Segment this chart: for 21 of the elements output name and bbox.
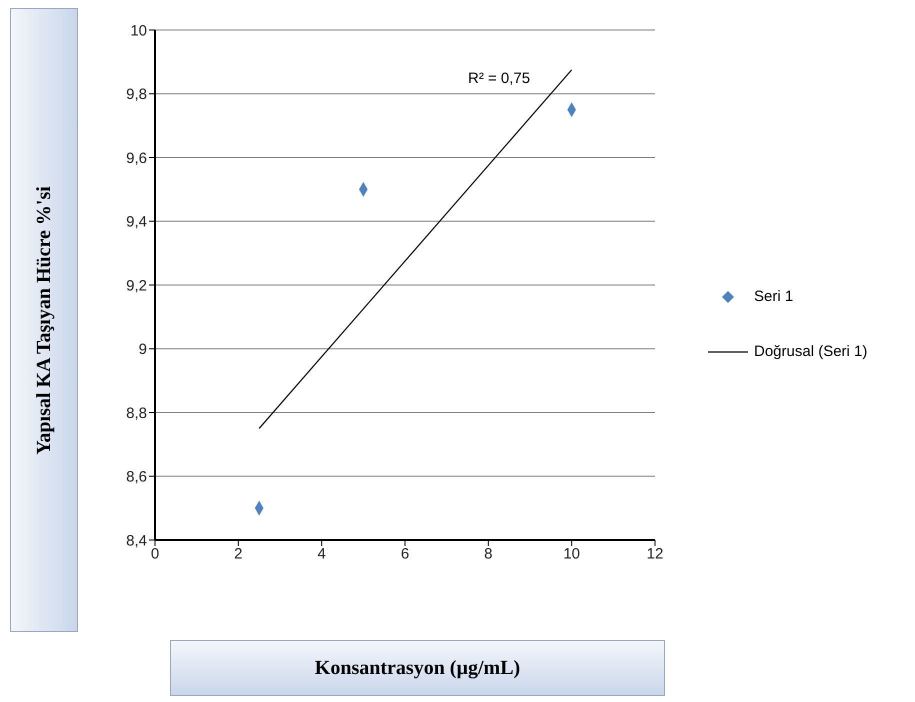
- x-tick-label: 6: [400, 546, 410, 563]
- x-tick-label: 2: [234, 546, 243, 563]
- y-tick-label: 8,6: [126, 468, 147, 486]
- y-tick-label: 9,4: [126, 214, 147, 231]
- legend-label: Doğrusal (Seri 1): [754, 343, 868, 360]
- x-tick-label: 10: [563, 546, 580, 563]
- y-tick-label: 9: [138, 341, 147, 358]
- x-axis-title: Konsantrasyon (µg/mL): [170, 640, 665, 696]
- y-axis-title: Yapısal KA Taşıyan Hücre %'si: [32, 186, 56, 454]
- y-tick-label: 9,8: [126, 86, 147, 104]
- x-tick-label: 4: [317, 546, 326, 563]
- x-tick-label: 8: [484, 546, 493, 563]
- y-tick-label: 9,2: [126, 277, 147, 294]
- annotation: R² = 0,75: [468, 70, 530, 87]
- y-tick-label: 8,8: [126, 404, 147, 422]
- legend-label: Seri 1: [754, 288, 794, 305]
- y-tick-label: 9,6: [126, 150, 147, 167]
- x-tick-label: 0: [150, 546, 160, 563]
- x-tick-label: 12: [646, 546, 664, 563]
- y-tick-label: 8,4: [126, 532, 147, 550]
- y-tick-label: 10: [130, 22, 147, 40]
